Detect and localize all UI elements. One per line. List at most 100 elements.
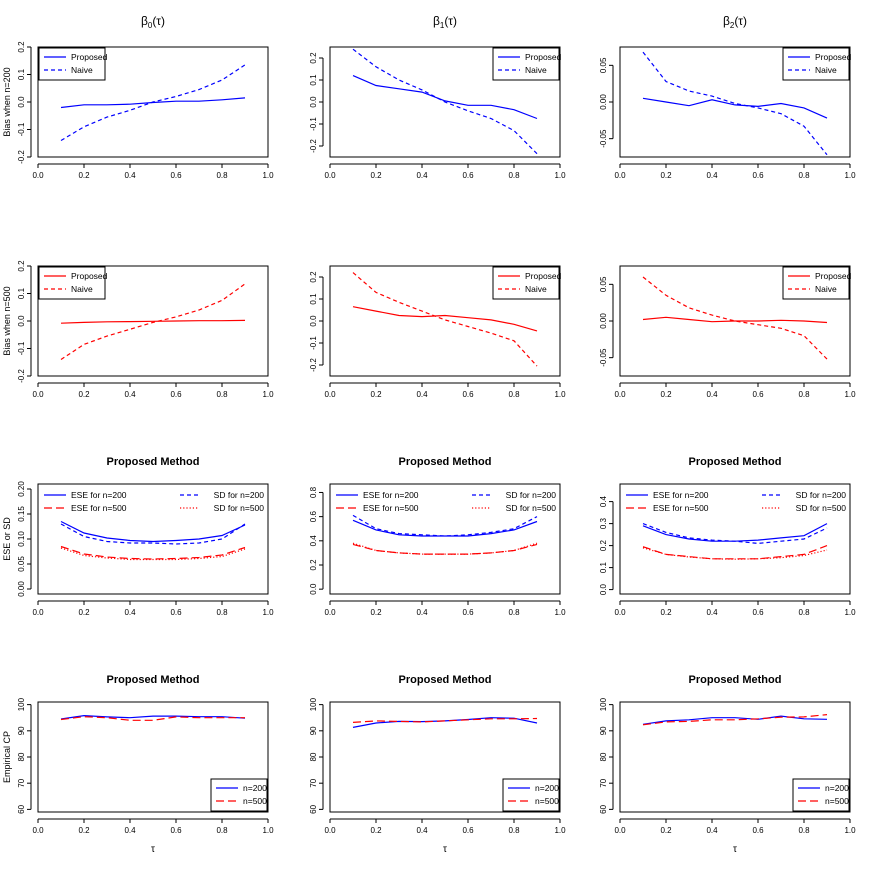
series-line-1 — [60, 283, 246, 361]
plot-frame — [619, 483, 851, 595]
x-tick-label: 0.8 — [508, 608, 520, 617]
x-tick-label: 0.0 — [32, 826, 44, 835]
x-tick-label: 0.8 — [508, 171, 520, 180]
panel-se-b2: 0.0 0.2 0.4 0.6 0.8 1.0 0.0 0.1 0.2 0.3 0.4 Propose… — [599, 456, 856, 617]
column-title-subscript: 0 — [148, 21, 153, 30]
legend-entry-3-label: SD for n=500 — [506, 503, 557, 513]
y-tick-label: 0.8 — [309, 486, 318, 498]
x-tick-label: 0.4 — [416, 608, 428, 617]
series-line-0 — [642, 97, 828, 119]
x-tick-label: 1.0 — [554, 608, 566, 617]
x-tick-label: 0.8 — [798, 390, 810, 399]
y-tick-label: -0.05 — [599, 129, 608, 148]
column-title-1: β1(τ) — [433, 14, 457, 30]
y-tick-label: 60 — [309, 804, 318, 813]
series-line-1 — [60, 716, 245, 721]
y-tick-label: -0.2 — [17, 369, 26, 383]
panel-title: Proposed Method — [399, 456, 492, 468]
x-tick-label: 0.2 — [370, 826, 382, 835]
plot-frame — [619, 265, 851, 377]
y-tick-label: 60 — [17, 804, 26, 813]
legend-entry-1-label: n=500 — [535, 796, 559, 806]
y-tick-label: 0.00 — [599, 94, 608, 110]
x-axis-label: τ — [443, 844, 447, 855]
y-tick-label: 0.0 — [309, 96, 318, 108]
x-tick-label: 1.0 — [554, 171, 566, 180]
x-tick-label: 0.4 — [416, 171, 428, 180]
y-tick-label: -0.05 — [599, 348, 608, 367]
y-tick-label: 0.0 — [309, 315, 318, 327]
legend-box — [492, 47, 560, 81]
legend-box — [38, 266, 106, 300]
legend-entry-1-label: Naive — [525, 284, 547, 294]
y-tick-label: 80 — [17, 752, 26, 761]
series-line-1 — [352, 717, 538, 723]
x-tick-label: 0.0 — [324, 826, 336, 835]
series-line-1 — [60, 545, 246, 560]
x-axis-label: τ — [733, 844, 737, 855]
x-tick-label: 1.0 — [262, 826, 274, 835]
y-tick-label: 70 — [599, 778, 608, 787]
panel-bias200-b2: 0.0 0.2 0.4 0.6 0.8 1.0 -0.05 0.00 0.05 Proposed N… — [599, 46, 856, 180]
series-line-0 — [642, 715, 828, 725]
x-tick-label: 0.0 — [614, 390, 626, 399]
legend-entry-1-label: Naive — [815, 65, 837, 75]
series-line-1 — [642, 276, 828, 360]
series-line-3 — [352, 542, 538, 555]
y-tick-label: 70 — [17, 778, 26, 787]
x-tick-label: 0.8 — [216, 826, 228, 835]
x-tick-label: 1.0 — [844, 608, 856, 617]
y-tick-label: 0.20 — [17, 481, 26, 497]
x-tick-label: 0.0 — [324, 390, 336, 399]
x-tick-label: 0.2 — [370, 171, 382, 180]
legend-entry-0-label: Proposed — [525, 271, 562, 281]
x-tick-label: 0.2 — [660, 608, 672, 617]
y-tick-label: 0.00 — [599, 313, 608, 329]
legend-entry-2-label: SD for n=200 — [506, 490, 557, 500]
x-tick-label: 0.8 — [216, 608, 228, 617]
series-line-2 — [642, 523, 828, 545]
series-line-0 — [60, 319, 246, 324]
x-tick-label: 0.4 — [124, 171, 136, 180]
x-tick-label: 0.6 — [462, 171, 474, 180]
plot-frame — [37, 483, 269, 595]
y-tick-label: 0.05 — [599, 276, 608, 292]
legend-entry-0-label: ESE for n=200 — [363, 490, 419, 500]
legend-entry-1-label: Naive — [815, 284, 837, 294]
x-tick-label: 0.4 — [124, 390, 136, 399]
y-tick-label: 0.0 — [17, 96, 26, 108]
x-tick-label: 0.4 — [706, 826, 718, 835]
x-tick-label: 0.0 — [32, 171, 44, 180]
legend-entry-1-label: ESE for n=500 — [653, 503, 709, 513]
x-tick-label: 1.0 — [554, 390, 566, 399]
x-tick-label: 0.8 — [798, 826, 810, 835]
column-title-arg: (τ) — [444, 14, 457, 28]
column-title-base: β — [723, 14, 730, 28]
x-tick-label: 0.4 — [706, 390, 718, 399]
series-line-1 — [60, 64, 246, 142]
legend-box — [782, 266, 850, 300]
y-tick-label: 80 — [599, 752, 608, 761]
legend-box — [782, 47, 850, 81]
y-tick-label: 0.1 — [17, 287, 26, 299]
y-tick-label: -0.2 — [309, 358, 318, 372]
legend-box — [210, 778, 268, 812]
plot-frame — [37, 46, 269, 158]
y-tick-label: 0.1 — [309, 74, 318, 86]
x-tick-label: 1.0 — [262, 171, 274, 180]
y-tick-label: 60 — [599, 804, 608, 813]
x-tick-label: 0.8 — [798, 608, 810, 617]
y-tick-label: 100 — [17, 697, 26, 711]
x-tick-label: 0.6 — [170, 608, 182, 617]
column-title-subscript: 2 — [730, 21, 735, 30]
x-tick-label: 0.8 — [508, 826, 520, 835]
x-tick-label: 0.0 — [324, 608, 336, 617]
panel-cp-b1: 0.0 0.2 0.4 0.6 0.8 1.0 60 70 80 90 100 Proposed Me… — [309, 674, 566, 855]
y-tick-label: 0.0 — [309, 583, 318, 595]
legend-entry-0-label: Proposed — [525, 52, 562, 62]
legend-entry-3-label: SD for n=500 — [796, 503, 847, 513]
column-title-arg: (τ) — [152, 14, 165, 28]
x-tick-label: 0.2 — [78, 390, 90, 399]
x-tick-label: 1.0 — [844, 171, 856, 180]
